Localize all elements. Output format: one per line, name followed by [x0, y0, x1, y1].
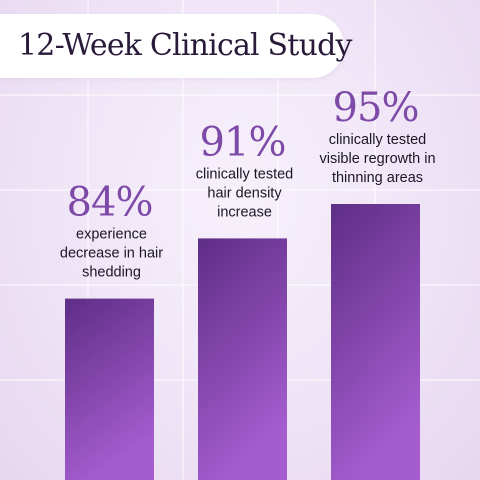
bar-1-description-line-3: shedding — [82, 265, 141, 281]
bar-1 — [65, 298, 154, 480]
bar-2-description-line-1: clinically tested — [196, 166, 294, 182]
bar-1-description-line-2: decrease in hair — [60, 246, 163, 262]
bar-2-description-line-2: hair density — [207, 185, 282, 201]
bar-1-value-label: 84% — [67, 180, 153, 226]
bar-2-value-label: 91% — [200, 119, 286, 165]
bar-2-description-line-3: increase — [217, 204, 272, 220]
bar-3-value-label: 95% — [333, 85, 419, 131]
bar-3-description-line-3: thinning areas — [332, 170, 423, 186]
bar-3 — [331, 204, 420, 480]
title-banner: 12-Week Clinical Study — [0, 14, 352, 78]
bar-2 — [198, 238, 287, 480]
chart-title: 12-Week Clinical Study — [18, 28, 352, 63]
bar-1-description-line-1: experience — [76, 227, 147, 243]
bar-3-description-line-1: clinically tested — [329, 132, 427, 148]
bar-3-description-line-2: visible regrowth in — [319, 151, 435, 167]
